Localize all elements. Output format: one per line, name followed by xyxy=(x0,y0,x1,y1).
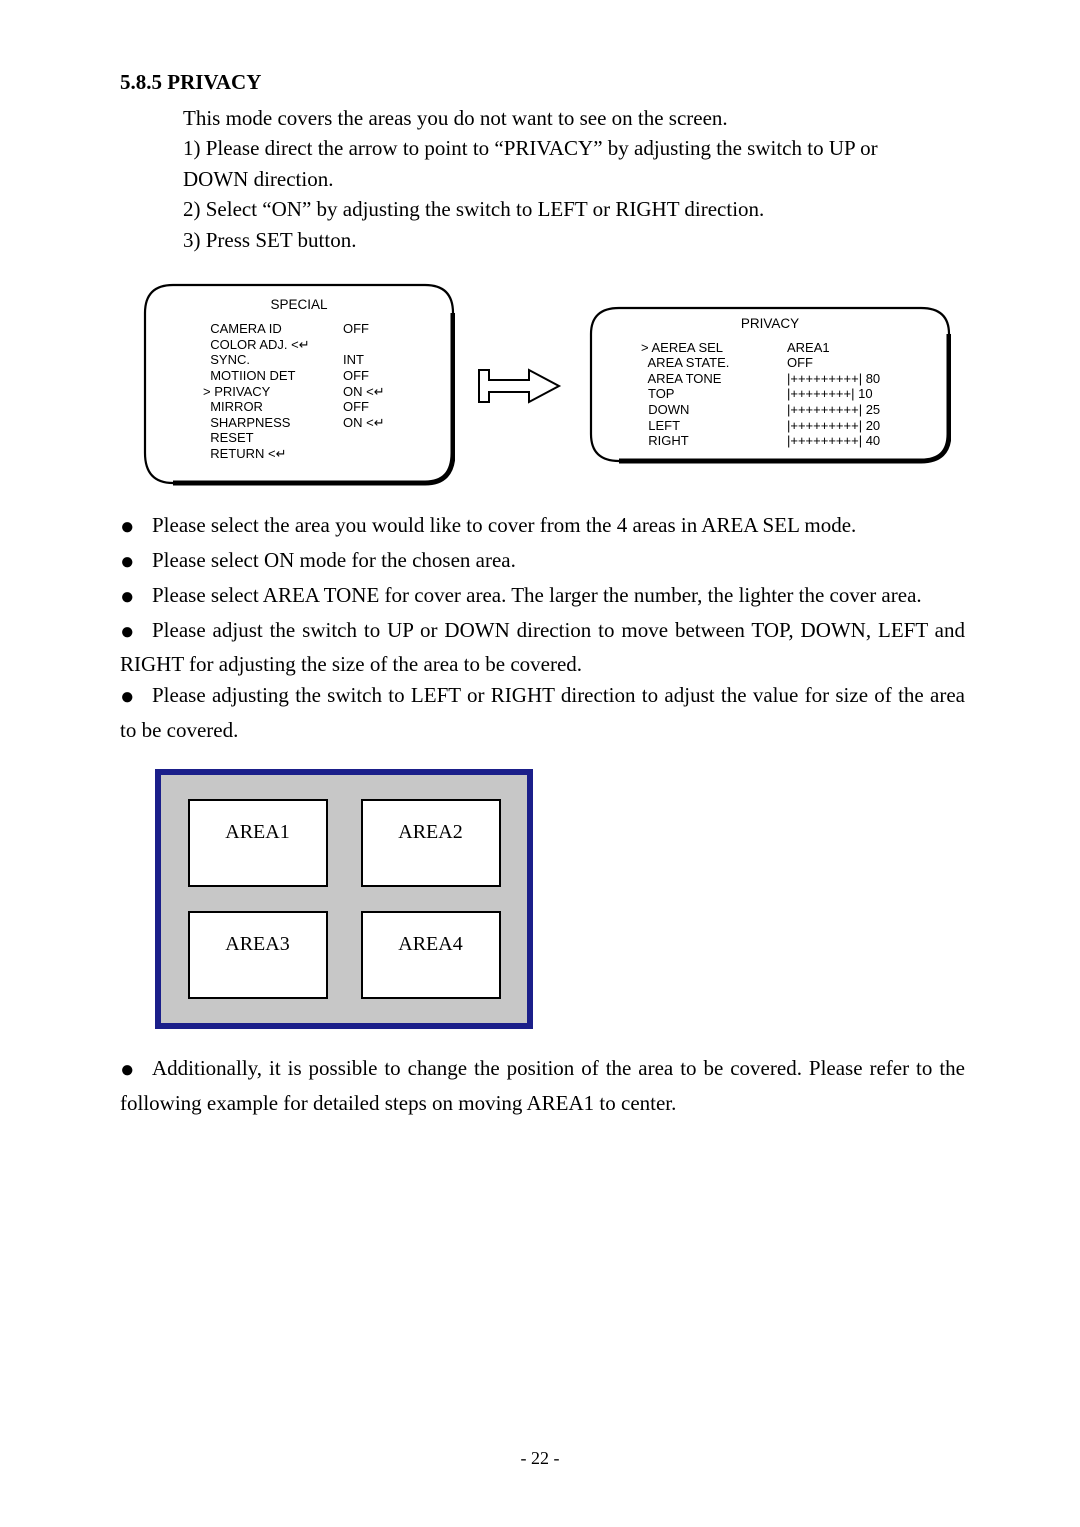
area-cell-3: AREA3 xyxy=(188,911,328,999)
arrow-icon xyxy=(455,362,589,410)
special-menu-title: SPECIAL xyxy=(143,297,455,313)
step-2: 2) Select “ON” by adjusting the switch t… xyxy=(183,194,965,224)
bullet-text: Please adjust the switch to UP or DOWN d… xyxy=(120,618,965,677)
privacy-menu-labels: > AEREA SEL AREA STATE. AREA TONE TOP DO… xyxy=(641,340,729,449)
special-menu-labels: CAMERA ID COLOR ADJ. <↵ SYNC. MOTIION DE… xyxy=(203,321,310,461)
bullet-text: Please select ON mode for the chosen are… xyxy=(152,548,516,572)
bullet-item: ●Please select AREA TONE for cover area.… xyxy=(120,580,965,615)
bullet-text: Please adjusting the switch to LEFT or R… xyxy=(120,683,965,742)
area-cell-2: AREA2 xyxy=(361,799,501,887)
bullets-block-2: ●Additionally, it is possible to change … xyxy=(115,1053,965,1118)
intro-block: This mode covers the areas you do not wa… xyxy=(115,103,965,255)
special-menu-box: SPECIAL CAMERA ID COLOR ADJ. <↵ SYNC. MO… xyxy=(143,283,455,488)
area-cell-4: AREA4 xyxy=(361,911,501,999)
step-1-line-b: DOWN direction. xyxy=(183,164,965,194)
privacy-menu-values: AREA1 OFF |+++++++++| 80 |++++++++| 10 |… xyxy=(787,340,880,449)
intro-text: This mode covers the areas you do not wa… xyxy=(183,103,965,133)
section-title: PRIVACY xyxy=(167,70,261,94)
area-diagram: AREA1 AREA2 AREA3 AREA4 xyxy=(155,769,965,1029)
final-bullet: ●Additionally, it is possible to change … xyxy=(120,1053,965,1118)
step-1-line-a: 1) Please direct the arrow to point to “… xyxy=(183,133,965,163)
final-bullet-text: Additionally, it is possible to change t… xyxy=(120,1056,965,1115)
bullets-block-1: ●Please select the area you would like t… xyxy=(115,510,965,745)
step-3: 3) Press SET button. xyxy=(183,225,965,255)
bullet-text: Please select the area you would like to… xyxy=(152,513,856,537)
page-number: - 22 - xyxy=(0,1448,1080,1469)
bullet-text: Please select AREA TONE for cover area. … xyxy=(152,583,922,607)
bullet-dot-icon: ● xyxy=(120,580,152,615)
bullet-dot-icon: ● xyxy=(120,510,152,545)
bullet-dot-icon: ● xyxy=(120,615,152,650)
area-cell-1: AREA1 xyxy=(188,799,328,887)
privacy-menu-box: PRIVACY > AEREA SEL AREA STATE. AREA TON… xyxy=(589,306,951,466)
menu-diagrams-row: SPECIAL CAMERA ID COLOR ADJ. <↵ SYNC. MO… xyxy=(115,283,965,488)
special-menu-values: OFF INT OFF ON <↵ OFF ON <↵ xyxy=(343,321,385,446)
bullet-dot-icon: ● xyxy=(120,1053,152,1088)
privacy-menu-title: PRIVACY xyxy=(589,316,951,332)
area-diagram-frame: AREA1 AREA2 AREA3 AREA4 xyxy=(155,769,533,1029)
document-page: 5.8.5 PRIVACY This mode covers the areas… xyxy=(0,0,1080,1118)
bullet-item: ●Please adjust the switch to UP or DOWN … xyxy=(120,615,965,680)
section-heading: 5.8.5 PRIVACY xyxy=(115,70,965,95)
bullet-item: ●Please select the area you would like t… xyxy=(120,510,965,545)
bullet-dot-icon: ● xyxy=(120,545,152,580)
bullet-item: ●Please adjusting the switch to LEFT or … xyxy=(120,680,965,745)
section-number: 5.8.5 xyxy=(120,70,162,94)
bullet-item: ●Please select ON mode for the chosen ar… xyxy=(120,545,965,580)
bullet-dot-icon: ● xyxy=(120,680,152,715)
